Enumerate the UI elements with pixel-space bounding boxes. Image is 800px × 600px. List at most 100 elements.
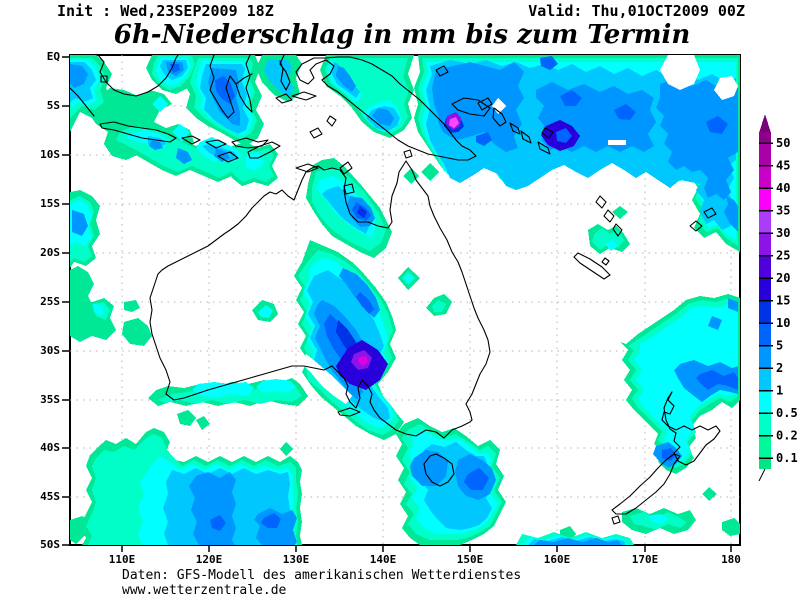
precip-region [356,292,374,314]
precip-region [124,300,140,312]
scale-label: 1 [776,384,783,398]
precip-region [464,468,489,490]
precip-region [605,240,618,251]
lon-label: 150E [457,553,484,566]
lat-label: EQ [47,50,61,63]
map-panel: EQ 5S 10S 15S 20S 25S 30S 35S 40S 45S 50… [40,50,741,566]
colorbar-band [759,143,771,166]
precip-region [357,206,367,218]
sumatra-coastline [70,87,95,117]
precip-region [648,514,668,524]
precip-region [70,64,88,88]
precip-region [708,316,722,330]
precip-region [177,410,196,426]
precip-region [210,515,226,531]
precip-region [722,518,740,536]
bougainville-island [492,107,507,127]
lon-label: 180 [721,553,741,566]
scale-label: 0.1 [776,451,798,465]
precip-region [372,108,394,126]
tanimbar-island [309,127,323,139]
precip-region [702,487,717,501]
dry-gap [492,98,506,114]
colorbar-ticks [759,142,773,459]
lon-ticks [121,545,732,552]
lat-label: 15S [40,197,60,210]
melville-island [295,163,319,173]
precip-region [152,96,168,112]
scale-label: 2 [776,361,783,375]
colorbar-band [759,390,771,413]
lat-label: 40S [40,441,60,454]
manus-island [435,65,449,77]
precip-region [258,305,273,318]
precip-region [336,66,356,92]
website-line: www.wetterzentrale.de [122,583,287,598]
colorbar-band [759,255,771,278]
new-britain-island [451,97,491,117]
precip-region [149,140,163,150]
lon-axis-labels: 110E 120E 130E 140E 150E 160E 170E 180 [109,553,741,566]
precip-region [556,128,572,143]
precip-region [264,60,294,96]
colorbar-band [759,435,771,458]
torres-island [403,149,413,159]
header: Init : Wed,23SEP2009 18Z Valid: Thu,01OC… [57,2,745,50]
lon-label: 130E [283,553,310,566]
lon-label: 110E [109,553,136,566]
precip-region [403,168,419,184]
lon-label: 140E [370,553,397,566]
colorbar-band [759,278,771,301]
dry-gap [714,76,738,100]
buru-island [275,93,293,104]
small-island [100,75,108,83]
precip-region [728,298,738,312]
flores-island [231,137,269,149]
precip-region [215,76,235,104]
valid-time-label: Valid: Thu,01OCT2009 00Z [528,2,745,20]
precip-region [256,379,296,393]
halmahera-island [279,55,291,91]
precip-region [94,304,104,316]
precip-region [189,472,236,545]
timor-island [247,141,281,159]
fiji-islands [689,207,717,232]
precip-region [534,538,622,545]
map-title: 6h-Niederschlag in mm bis zum Termin [114,20,691,50]
colorbar-band [759,300,771,323]
nz-south-island [611,453,681,515]
wessel-islands [339,161,353,175]
precip-region [196,416,210,430]
colorbar-band [759,458,771,469]
lat-label: 45S [40,490,60,503]
lat-label: 25S [40,295,60,308]
scale-label: 10 [776,316,790,330]
colorbar-band [759,188,771,211]
borneo-coastline [97,55,179,97]
solomon-islands [509,122,554,155]
lat-axis-labels: EQ 5S 10S 15S 20S 25S 30S 35S 40S 45S 50… [40,50,60,551]
map-content [70,55,740,545]
nz-north-island [661,391,721,466]
data-source-line: Daten: GFS-Modell des amerikanischen Wet… [122,568,521,583]
colorbar-tail [758,468,766,482]
precip-region [246,152,264,170]
colorbar-band [759,132,771,143]
scale-label: 35 [776,204,790,218]
colorbar-band [759,233,771,256]
scale-label: 40 [776,181,790,195]
footer: Daten: GFS-Modell des amerikanischen Wet… [122,568,521,598]
precip-region [560,90,582,106]
lat-label: 10S [40,148,60,161]
colorbar-band [759,210,771,233]
scale-label: 0.5 [776,406,798,420]
scale-label: 0.2 [776,429,798,443]
colorbar-band [759,323,771,346]
lat-label: 50S [40,538,60,551]
precip-region [432,300,446,312]
precip-core [449,117,459,128]
new-ireland-island [477,97,493,111]
lat-label: 35S [40,393,60,406]
precip-region [612,206,628,219]
